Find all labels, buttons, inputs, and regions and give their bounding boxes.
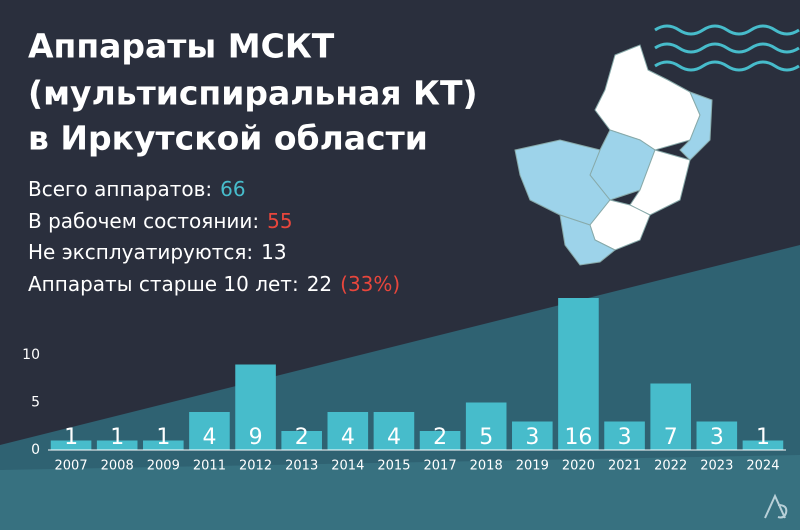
x-tick-label: 2017	[424, 459, 457, 474]
value-label: 1	[156, 425, 170, 450]
stat-value: 13	[261, 240, 286, 264]
value-label: 3	[525, 425, 539, 450]
value-label: 4	[341, 425, 355, 450]
logo	[764, 493, 788, 519]
y-tick-label: 0	[31, 442, 40, 458]
value-label: 7	[664, 425, 678, 450]
x-tick-label: 2013	[285, 459, 318, 474]
x-tick-label: 2018	[470, 459, 503, 474]
value-label: 1	[110, 425, 124, 450]
x-tick-label: 2014	[331, 459, 364, 474]
value-label: 1	[64, 425, 78, 450]
title-line: (мультиспиральная КТ)	[28, 74, 478, 113]
bar	[235, 364, 276, 450]
bar	[281, 431, 322, 450]
background-band	[0, 455, 800, 530]
bar	[742, 440, 784, 450]
x-tick-label: 2008	[101, 459, 134, 474]
stat-line: Аппараты старше 10 лет: 22 (33%)	[28, 272, 400, 296]
bar	[327, 412, 369, 450]
stat-value: 22	[307, 272, 332, 296]
value-label: 2	[295, 425, 309, 450]
y-tick-label: 10	[22, 347, 40, 363]
bar	[189, 412, 230, 450]
stat-value: 55	[267, 209, 292, 233]
y-tick-label: 5	[31, 395, 40, 411]
bar	[419, 431, 461, 450]
bar	[512, 421, 553, 450]
stat-label: Всего аппаратов:	[28, 177, 212, 201]
bar	[465, 402, 507, 450]
title-line: Аппараты МСКТ	[28, 27, 335, 66]
bar	[373, 412, 415, 450]
title-line: в Иркутской области	[28, 119, 428, 158]
bar	[696, 421, 738, 450]
x-tick-label: 2011	[193, 459, 226, 474]
x-tick-label: 2022	[654, 459, 687, 474]
bar	[650, 383, 691, 450]
value-label: 4	[202, 425, 216, 450]
bar	[96, 440, 138, 450]
title: Аппараты МСКТ (мультиспиральная КТ) в Ир…	[28, 27, 478, 158]
x-tick-label: 2021	[608, 459, 641, 474]
x-tick-label: 2015	[377, 459, 410, 474]
x-tick-label: 2023	[700, 459, 733, 474]
stat-note: (33%)	[340, 272, 400, 296]
value-label: 5	[479, 425, 493, 450]
bar	[558, 298, 599, 450]
value-label: 2	[433, 425, 447, 450]
value-label: 4	[387, 425, 401, 450]
value-label: 16	[564, 425, 592, 450]
bar	[604, 421, 645, 450]
map	[514, 44, 713, 266]
x-tick-label: 2007	[55, 459, 88, 474]
value-label: 3	[618, 425, 632, 450]
waves	[654, 24, 800, 72]
bar	[50, 440, 92, 450]
stat-label: В рабочем состоянии:	[28, 209, 259, 233]
stat-label: Не эксплуатируются:	[28, 240, 253, 264]
value-label: 3	[710, 425, 724, 450]
x-tick-label: 2009	[147, 459, 180, 474]
stat-line: Не эксплуатируются: 13	[28, 240, 287, 264]
x-tick-label: 2012	[239, 459, 272, 474]
stat-line: В рабочем состоянии: 55	[28, 209, 293, 233]
stat-line: Всего аппаратов: 66	[28, 177, 246, 201]
value-label: 1	[756, 425, 770, 450]
bar	[143, 440, 184, 450]
stat-value: 66	[220, 177, 245, 201]
value-label: 9	[249, 425, 263, 450]
stat-label: Аппараты старше 10 лет:	[28, 272, 299, 296]
x-tick-label: 2019	[516, 459, 549, 474]
x-tick-label: 2024	[746, 459, 779, 474]
x-tick-label: 2020	[562, 459, 595, 474]
